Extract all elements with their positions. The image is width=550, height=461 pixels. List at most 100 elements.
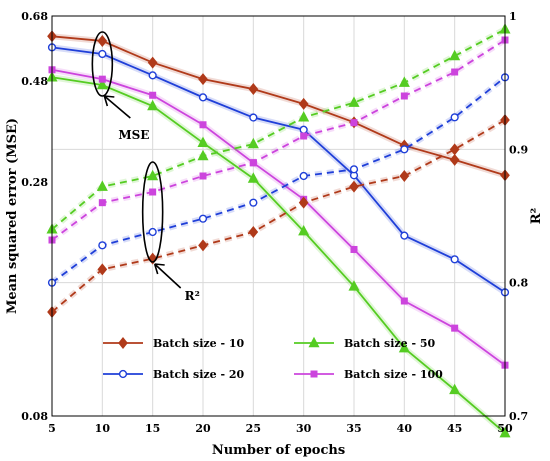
- legend: Batch size - 10 Batch size - 50 Batch size…: [103, 336, 443, 381]
- data-point: [450, 113, 459, 122]
- annotation-mse: MSE: [118, 128, 149, 142]
- legend-marker: [118, 369, 128, 379]
- x-tick-label: 10: [95, 422, 111, 435]
- data-point: [198, 93, 208, 102]
- x-tick-label: 45: [447, 422, 462, 435]
- data-point: [147, 169, 159, 181]
- x-tick-label: 50: [497, 422, 513, 435]
- series-line: [51, 68, 506, 366]
- data-point: [198, 73, 208, 86]
- y-left-tick-label: 0.28: [21, 176, 48, 189]
- y-right-tick-label: 0.9: [509, 143, 528, 156]
- data-point: [499, 426, 511, 438]
- data-point: [248, 83, 259, 96]
- mse-arrow: [103, 95, 131, 119]
- legend-entry: Batch size - 100: [294, 368, 443, 381]
- data-point: [149, 188, 157, 196]
- data-point: [298, 97, 309, 110]
- data-point: [248, 226, 259, 238]
- data-point: [247, 172, 259, 183]
- data-point: [398, 76, 410, 87]
- x-tick-label: 35: [346, 422, 361, 435]
- data-point: [197, 149, 209, 161]
- grid: [51, 15, 506, 417]
- r2-arrow: [153, 263, 182, 289]
- legend-label: Batch size - 100: [344, 368, 443, 381]
- series-r2-50: [46, 23, 511, 234]
- legend-marker: [118, 337, 128, 349]
- data-point: [400, 145, 409, 154]
- series-r2-10: [47, 114, 510, 318]
- legend-label: Batch size - 50: [344, 337, 436, 350]
- tick-labels: 5 10 15 20 25 30 35 40 45 50 0.08 0.28 0.48 0.68 0.7 0.…: [21, 10, 528, 435]
- data-point: [148, 227, 157, 237]
- y-left-tick-label: 0.48: [21, 75, 48, 88]
- data-point: [148, 71, 157, 80]
- y-right-tick-label: 0.7: [509, 410, 528, 423]
- x-tick-label: 30: [296, 422, 312, 435]
- x-tick-label: 20: [195, 422, 211, 435]
- data-point: [247, 137, 259, 149]
- data-point: [300, 132, 308, 140]
- r2-ellipse: [141, 161, 164, 263]
- y-left-tick-label: 0.08: [21, 410, 48, 423]
- data-point: [197, 136, 209, 148]
- series-line: [51, 119, 506, 313]
- legend-marker: [310, 370, 318, 378]
- series-line: [51, 39, 506, 241]
- data-point: [449, 143, 460, 156]
- data-point: [399, 170, 410, 182]
- legend-entry: Batch size - 50: [294, 336, 436, 350]
- series-line: [51, 76, 506, 434]
- data-point: [199, 172, 207, 180]
- legend-entry: Batch size - 10: [103, 337, 245, 350]
- data-point: [349, 180, 359, 193]
- data-point: [198, 239, 208, 252]
- data-point: [96, 180, 108, 191]
- x-tick-label: 5: [48, 422, 56, 435]
- mse-ellipse: [91, 31, 114, 97]
- data-point: [450, 255, 459, 264]
- series-layer: [46, 23, 511, 438]
- data-point: [349, 165, 359, 174]
- data-point: [451, 68, 459, 76]
- legend-label: Batch size - 20: [153, 368, 245, 381]
- data-point: [298, 224, 310, 236]
- data-point: [147, 56, 158, 69]
- data-point: [198, 214, 208, 223]
- y-right-tick-label: 0.8: [509, 277, 528, 290]
- data-point: [350, 119, 358, 127]
- series-mse-100: [48, 66, 509, 369]
- legend-marker: [308, 336, 320, 348]
- series-mse-50: [46, 70, 511, 438]
- data-point: [348, 96, 360, 107]
- data-point: [199, 121, 207, 129]
- y-axis-left-title: Mean squared error (MSE): [5, 118, 20, 314]
- data-point: [298, 111, 310, 122]
- series-line-glow: [51, 66, 507, 368]
- legend-label: Batch size - 10: [153, 337, 245, 350]
- data-point: [298, 196, 309, 209]
- data-point: [400, 92, 408, 100]
- data-point: [400, 231, 409, 240]
- data-point: [449, 383, 461, 395]
- data-point: [98, 241, 107, 250]
- data-point: [299, 125, 308, 134]
- series-line: [51, 35, 506, 177]
- data-point: [398, 341, 410, 353]
- data-point: [97, 34, 108, 47]
- annotations: MSE R²: [91, 31, 200, 303]
- annotation-r2: R²: [185, 289, 200, 303]
- data-point: [348, 280, 360, 291]
- x-tick-label: 40: [397, 422, 413, 435]
- series-r2-100: [48, 36, 509, 244]
- data-point: [451, 324, 459, 332]
- y-right-tick-label: 1: [509, 10, 517, 23]
- data-point: [96, 78, 108, 90]
- data-point: [98, 49, 107, 59]
- plot-frame: [51, 15, 506, 417]
- data-point: [249, 198, 258, 207]
- data-point: [98, 199, 106, 207]
- data-point: [299, 171, 308, 181]
